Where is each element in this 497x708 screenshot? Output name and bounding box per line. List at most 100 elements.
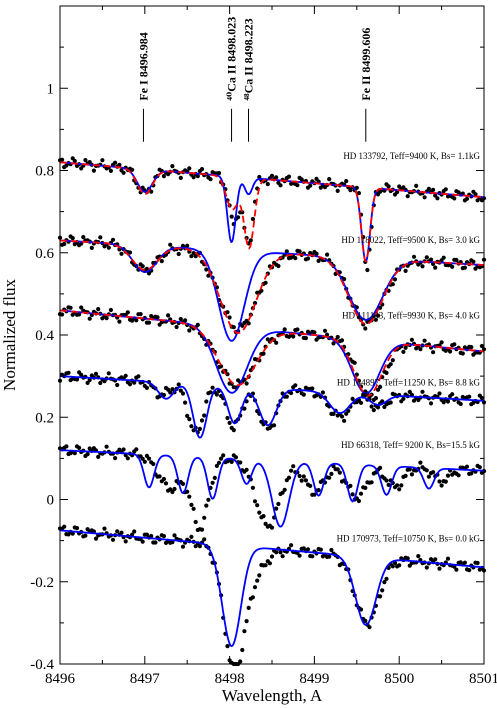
- model-line-dashed: [59, 239, 485, 334]
- observed-point: [414, 183, 419, 188]
- observed-point: [392, 277, 398, 282]
- observed-point: [420, 264, 425, 269]
- observed-point: [93, 371, 99, 376]
- observed-point: [231, 325, 236, 330]
- observed-point: [106, 245, 111, 250]
- observed-point: [197, 544, 202, 549]
- star-label: HD 111133, Teff=9930 K, Bs= 4.0 kG: [342, 311, 480, 321]
- observed-point: [208, 390, 213, 395]
- observed-point: [439, 340, 444, 345]
- observed-point: [81, 235, 86, 240]
- observed-point: [356, 498, 361, 504]
- observed-point: [329, 547, 334, 553]
- observed-point: [125, 456, 130, 461]
- observed-point: [469, 471, 474, 476]
- observed-point: [146, 320, 152, 325]
- observed-point: [435, 196, 440, 201]
- observed-point: [431, 470, 436, 475]
- observed-point: [195, 322, 200, 327]
- observed-point: [259, 288, 264, 293]
- observed-point: [312, 330, 317, 335]
- observed-point: [335, 188, 340, 193]
- observed-point: [204, 399, 209, 404]
- observed-point: [106, 371, 111, 376]
- model-line-dashed: [59, 309, 484, 397]
- observed-point: [284, 249, 289, 254]
- observed-point: [238, 659, 243, 664]
- observed-point: [384, 576, 389, 581]
- observed-point: [225, 644, 230, 649]
- observed-point: [269, 173, 275, 178]
- observed-point: [426, 474, 431, 479]
- observed-point: [244, 467, 249, 472]
- observed-point: [216, 460, 222, 465]
- observed-point: [191, 506, 196, 511]
- x-tick-label: 8501: [469, 671, 497, 687]
- observed-point: [132, 380, 137, 385]
- x-tick-label: 8496: [45, 671, 76, 687]
- y-tick-label: 0.6: [35, 246, 54, 262]
- observed-point: [327, 554, 332, 559]
- observed-point: [390, 564, 395, 569]
- observed-point: [424, 565, 429, 570]
- observed-point: [79, 305, 84, 310]
- observed-point: [110, 237, 116, 242]
- observed-point: [297, 553, 302, 558]
- observed-point: [248, 238, 253, 243]
- observed-point: [204, 503, 209, 508]
- observed-point: [473, 192, 478, 197]
- line-id-label: ⁴⁰Ca II 8498.023: [225, 17, 239, 101]
- observed-point: [199, 527, 205, 532]
- observed-point: [443, 479, 448, 484]
- observed-point: [428, 557, 434, 562]
- observed-point: [206, 497, 211, 502]
- observed-point: [274, 340, 279, 345]
- observed-point: [450, 392, 455, 397]
- observed-point: [380, 588, 385, 593]
- observed-point: [113, 160, 118, 165]
- observed-point: [216, 171, 222, 176]
- observed-point: [407, 389, 412, 394]
- observed-point: [477, 465, 482, 470]
- observed-point: [172, 486, 177, 492]
- observed-point: [454, 567, 459, 572]
- observed-point: [225, 372, 230, 377]
- observed-point: [308, 183, 313, 188]
- observed-point: [428, 257, 434, 262]
- model-line-solid: [59, 449, 484, 528]
- star-label: HD 66318, Teff= 9200 K, Bs=15.5 kG: [341, 440, 480, 450]
- observed-point: [399, 483, 404, 488]
- observed-point: [445, 473, 451, 478]
- observed-point: [479, 343, 484, 349]
- observed-point: [375, 387, 381, 392]
- observed-point: [140, 264, 145, 269]
- star-label: HD 118022, Teff=9500 K, Bs= 3.0 kG: [341, 235, 480, 245]
- observed-point: [170, 164, 175, 169]
- observed-point: [77, 312, 82, 317]
- observed-point: [244, 381, 249, 386]
- observed-point: [221, 453, 226, 458]
- observed-point: [244, 619, 249, 624]
- observed-point: [127, 382, 133, 387]
- observed-point: [407, 467, 412, 472]
- observed-point: [301, 474, 306, 479]
- observed-point: [134, 318, 139, 323]
- observed-point: [291, 334, 296, 339]
- observed-point: [464, 464, 470, 469]
- observed-point: [183, 318, 188, 323]
- observed-point: [358, 607, 364, 612]
- observed-point: [174, 324, 179, 330]
- star-label: HD 170973, Teff=10750 K, Bs= 0.0 kG: [337, 533, 481, 543]
- observed-point: [305, 547, 311, 552]
- observed-point: [390, 282, 395, 287]
- observed-point: [242, 406, 247, 411]
- observed-point: [397, 487, 402, 492]
- observed-point: [274, 550, 279, 555]
- observed-point: [134, 447, 139, 452]
- observed-point: [214, 392, 219, 397]
- observed-point: [286, 174, 292, 179]
- observed-point: [191, 175, 196, 180]
- observed-point: [195, 174, 200, 179]
- observed-point: [373, 396, 378, 401]
- observed-point: [240, 323, 245, 328]
